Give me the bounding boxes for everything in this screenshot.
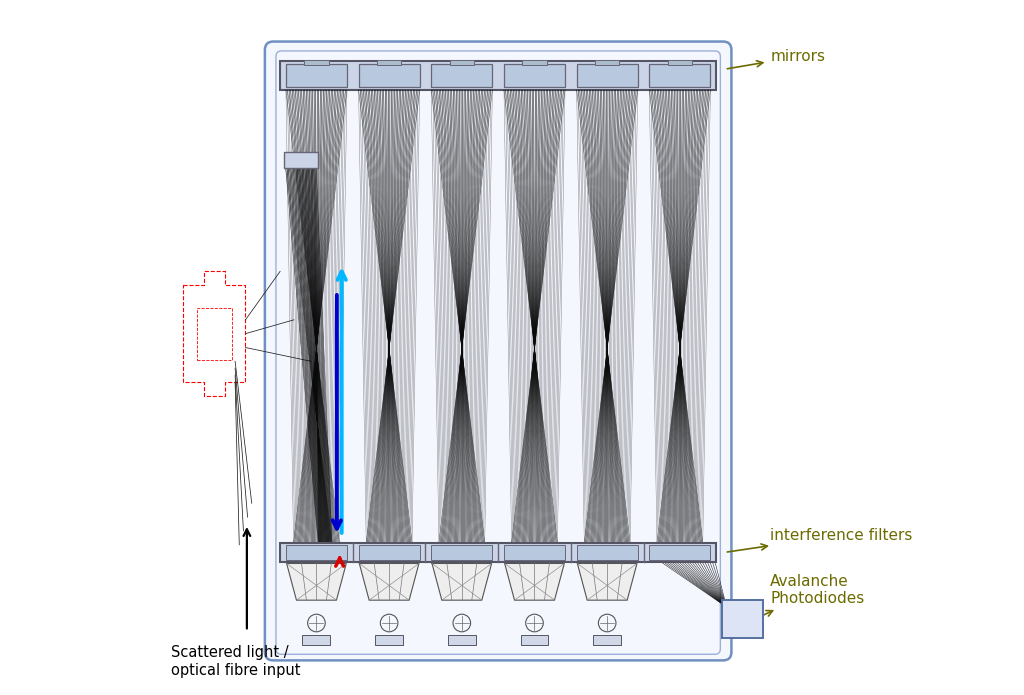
Bar: [504, 64, 565, 88]
Text: mirrors: mirrors: [727, 49, 825, 69]
Bar: [281, 543, 716, 562]
Bar: [375, 635, 403, 645]
Bar: [577, 545, 638, 560]
Bar: [522, 60, 547, 65]
Bar: [668, 60, 692, 65]
Bar: [593, 635, 622, 645]
Text: Avalanche
Photodiodes: Avalanche Photodiodes: [741, 573, 864, 626]
Bar: [649, 64, 711, 88]
Text: Scattered light /
optical fibre input: Scattered light / optical fibre input: [171, 645, 300, 678]
Bar: [577, 64, 638, 88]
Bar: [358, 64, 420, 88]
Bar: [197, 308, 231, 359]
Bar: [595, 60, 620, 65]
Text: interference filters: interference filters: [727, 528, 912, 552]
FancyBboxPatch shape: [265, 42, 731, 660]
Bar: [286, 545, 347, 560]
Bar: [447, 635, 476, 645]
Bar: [450, 60, 474, 65]
Polygon shape: [505, 564, 564, 600]
Bar: [286, 64, 347, 88]
Polygon shape: [359, 564, 419, 600]
Bar: [520, 635, 549, 645]
Bar: [504, 545, 565, 560]
Polygon shape: [578, 564, 637, 600]
Bar: [649, 545, 711, 560]
Bar: [377, 60, 401, 65]
Bar: [431, 64, 493, 88]
Polygon shape: [287, 564, 346, 600]
Bar: [284, 152, 318, 167]
Bar: [302, 635, 331, 645]
Bar: [281, 61, 716, 90]
Polygon shape: [432, 564, 492, 600]
Bar: [304, 60, 329, 65]
Bar: [431, 545, 493, 560]
Bar: [358, 545, 420, 560]
Bar: [722, 600, 763, 638]
